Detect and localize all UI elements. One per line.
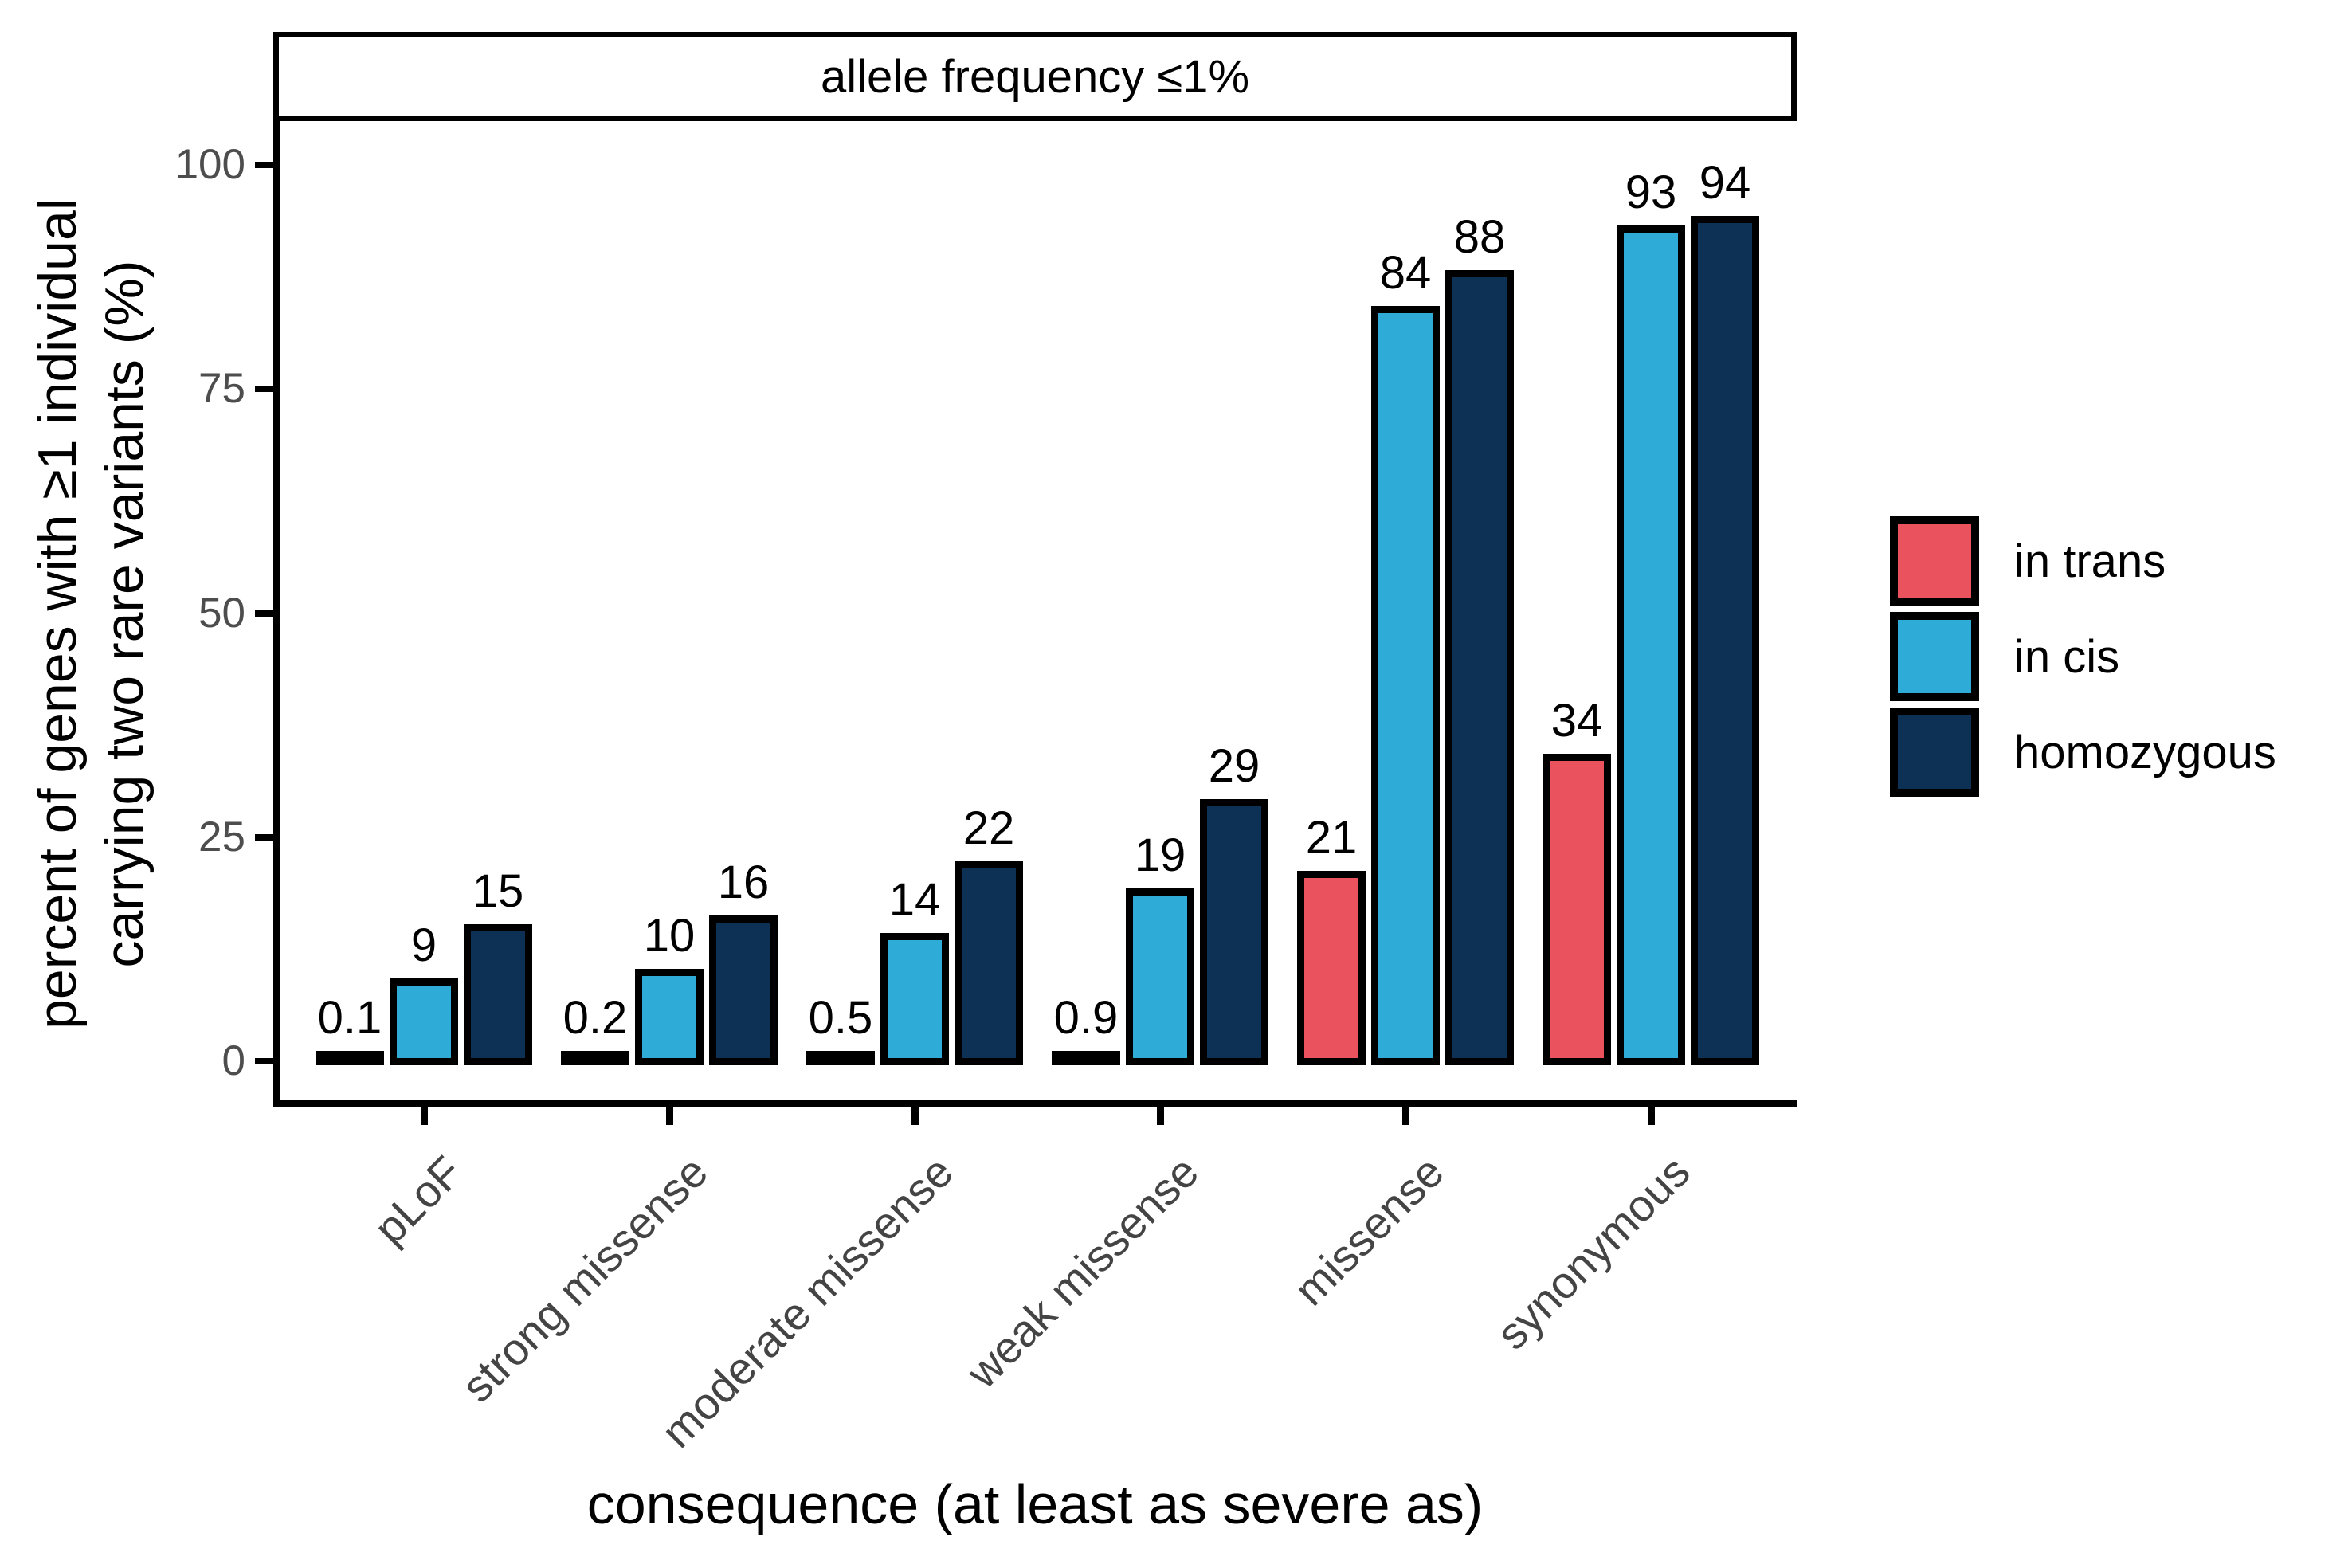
y-tick-mark-25 [255,833,273,841]
x-axis-title: consequence (at least as severe as) [586,1473,1484,1535]
bar-value-homozygous-weak-missense: 29 [1208,740,1260,792]
legend-item-in-cis: in cis [1890,612,2276,701]
bar-value-in-cis-synonymous: 93 [1625,167,1677,218]
y-axis-title-line-2: carrying two rare variants (%) [94,260,155,968]
x-tick-label-weak-missense: weak missense [957,1146,1209,1397]
legend-item-homozygous: homozygous [1890,708,2276,797]
y-tick-mark-0 [255,1058,273,1064]
legend-swatch-in-cis [1890,612,1979,701]
bar-in-trans-strong-missense [561,1051,629,1065]
bar-value-homozygous-missense: 88 [1453,211,1506,263]
x-tick-mark-synonymous [1648,1107,1655,1125]
legend-item-in-trans: in trans [1890,516,2276,606]
bar-value-in-cis-weak-missense: 19 [1134,829,1186,881]
bar-value-in-cis-plof: 9 [410,919,437,971]
bar-homozygous-synonymous [1691,216,1759,1065]
legend-label-homozygous: homozygous [2014,726,2276,778]
y-tick-label-50: 50 [198,589,245,637]
bar-homozygous-strong-missense [709,915,778,1065]
x-tick-mark-plof [421,1107,428,1125]
facet-strip-label: allele frequency ≤1% [820,50,1250,103]
x-tick-mark-weak-missense [1157,1107,1164,1125]
bar-value-in-cis-missense: 84 [1379,247,1432,299]
legend-swatch-homozygous [1890,708,1979,797]
x-tick-mark-missense [1402,1107,1409,1125]
bar-in-trans-weak-missense [1052,1051,1120,1065]
y-axis-title: percent of genes with ≥1 individual carr… [24,121,163,1107]
bar-value-homozygous-moderate-missense: 22 [962,802,1015,854]
bar-value-in-trans-moderate-missense: 0.5 [808,992,873,1044]
bar-homozygous-missense [1445,270,1514,1065]
bar-value-in-trans-weak-missense: 0.9 [1053,992,1119,1044]
bar-value-homozygous-synonymous: 94 [1699,157,1751,209]
legend-label-in-trans: in trans [2014,535,2166,587]
legend-swatch-in-trans [1890,516,1979,606]
bar-homozygous-weak-missense [1200,799,1268,1065]
y-axis-title-line-1: percent of genes with ≥1 individual [27,198,88,1029]
bar-in-trans-synonymous [1543,754,1611,1065]
x-tick-label-strong-missense: strong missense [452,1146,718,1412]
bar-in-trans-plof [316,1051,384,1065]
bar-in-cis-weak-missense [1126,888,1194,1065]
bar-value-in-trans-plof: 0.1 [317,992,382,1044]
y-tick-label-100: 100 [174,141,245,188]
x-tick-label-synonymous: synonymous [1486,1146,1699,1359]
bar-in-cis-plof [390,978,458,1065]
bar-in-cis-moderate-missense [880,933,949,1065]
bar-homozygous-moderate-missense [955,861,1023,1065]
y-tick-label-25: 25 [198,813,245,860]
bar-value-in-cis-moderate-missense: 14 [888,874,941,926]
bar-in-cis-synonymous [1617,225,1685,1065]
legend: in trans in cis homozygous [1890,516,2276,797]
bar-value-homozygous-strong-missense: 16 [717,857,770,908]
facet-strip: allele frequency ≤1% [273,32,1797,121]
bar-value-homozygous-plof: 15 [472,865,524,917]
y-tick-mark-100 [255,162,273,168]
bar-value-in-trans-strong-missense: 0.2 [563,992,628,1044]
x-tick-label-plof: pLoF [364,1146,472,1254]
y-tick-mark-50 [255,610,273,617]
bar-value-in-trans-synonymous: 34 [1550,695,1603,747]
bar-value-in-cis-strong-missense: 10 [643,910,696,962]
x-tick-mark-moderate-missense [911,1107,919,1125]
y-tick-mark-75 [255,386,273,393]
bar-in-cis-strong-missense [635,969,704,1065]
y-tick-label-75: 75 [198,365,245,413]
bar-in-cis-missense [1371,306,1440,1065]
x-tick-mark-strong-missense [666,1107,673,1125]
x-tick-label-missense: missense [1284,1146,1454,1315]
y-tick-label-0: 0 [221,1037,245,1084]
legend-label-in-cis: in cis [2014,630,2120,683]
bar-homozygous-plof [464,924,532,1065]
bar-value-in-trans-missense: 21 [1305,812,1358,864]
bar-in-trans-missense [1297,871,1366,1065]
bar-in-trans-moderate-missense [806,1051,875,1065]
